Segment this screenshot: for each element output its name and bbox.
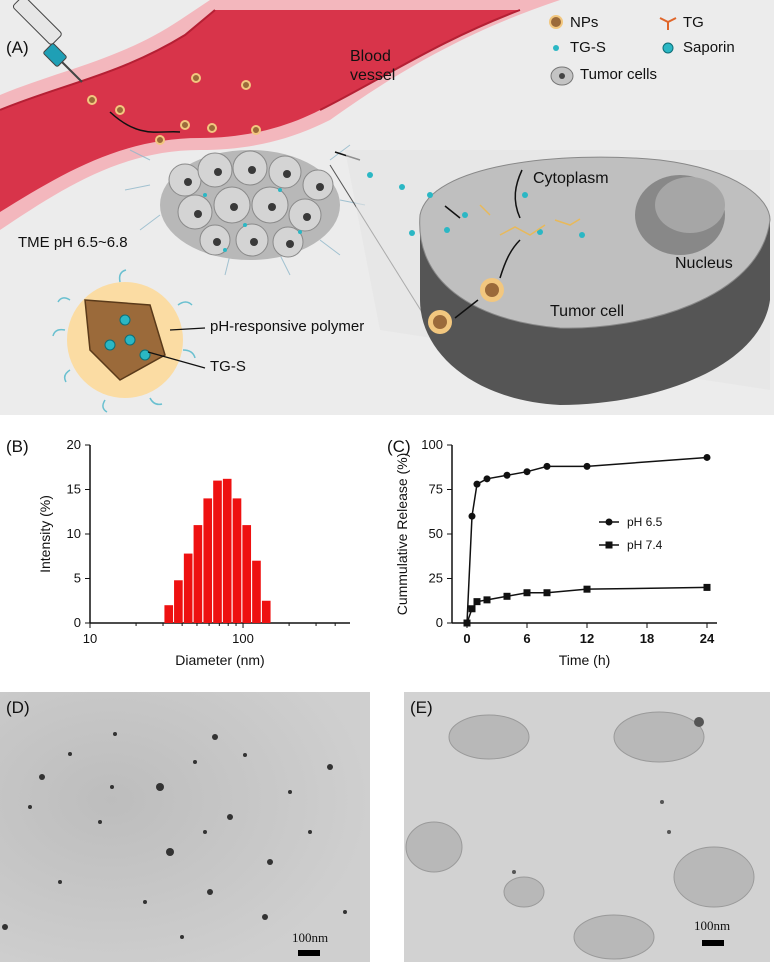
legend-label: pH 6.5: [627, 515, 663, 529]
tumor-mass: [124, 144, 366, 276]
y-tick-label: 25: [429, 571, 443, 586]
histogram-bar: [174, 580, 183, 623]
panel-c: (C) 0 25 50 75 100 0 6 12 18 24 pH 6.5 pH 7.4 Time (…: [387, 425, 774, 680]
x-tick-label: 12: [580, 631, 594, 646]
legend-marker: [605, 518, 613, 526]
label-tumor-cell: Tumor cell: [550, 303, 625, 320]
saporin-icon: [662, 42, 674, 54]
tumor-cell-cutaway: [367, 156, 771, 405]
x-tick-label: 24: [700, 631, 715, 646]
data-point: [503, 592, 511, 600]
tem-image-e: [404, 692, 770, 962]
x-tick-label: 10: [83, 631, 97, 646]
panel-label-d: (D): [6, 698, 30, 717]
blood-vessel: [0, 0, 560, 230]
y-tick-label: 15: [67, 482, 81, 497]
histogram-bar: [222, 478, 232, 623]
data-point: [543, 462, 551, 470]
series-line-2: [466, 586, 708, 624]
y-axis-label: Intensity (%): [37, 495, 53, 573]
panel-label-e: (E): [410, 698, 433, 717]
panel-label-c: (C): [387, 437, 411, 456]
x-tick-label: 100: [232, 631, 254, 646]
syringe-icon: [12, 0, 83, 83]
x-axis-label: Diameter (nm): [175, 652, 264, 668]
x-tick-label: 18: [640, 631, 654, 646]
scale-label-d: 100nm: [292, 930, 329, 945]
data-point: [463, 619, 471, 627]
y-tick-label: 100: [421, 437, 443, 452]
panel-d: (D) 100nm: [0, 692, 370, 962]
y-tick-label: 50: [429, 526, 443, 541]
data-point: [468, 512, 476, 520]
data-point: [468, 605, 476, 613]
scale-bar-e: [702, 940, 724, 946]
histogram-bar: [261, 600, 271, 623]
vessel-arrow: [109, 111, 181, 133]
legend-saporin: Saporin: [683, 39, 735, 56]
series-line-1: [466, 456, 708, 624]
label-np-tgs: TG-S: [210, 358, 246, 375]
data-point: [543, 589, 551, 597]
data-point: [483, 475, 491, 483]
legend-label: pH 7.4: [627, 538, 663, 552]
tem-image-d: [0, 692, 370, 962]
y-tick-label: 0: [436, 615, 443, 630]
np-icon: [549, 15, 563, 29]
y-tick-label: 5: [74, 571, 81, 586]
histogram-bar: [232, 498, 242, 623]
data-point: [523, 589, 531, 597]
legend-nps: NPs: [570, 14, 599, 31]
histogram-bar: [213, 480, 222, 623]
label-cytoplasm: Cytoplasm: [533, 170, 609, 187]
data-point: [473, 480, 481, 488]
size-distribution-chart: 0 5 10 15 20 10 100 Diameter (nm) Intensity (%): [37, 437, 350, 668]
scale-label-e: 100nm: [694, 918, 731, 933]
histogram-bar: [164, 605, 174, 623]
y-tick-label: 20: [67, 437, 81, 452]
tgs-icon: [553, 45, 559, 51]
nanoparticle-detail: [52, 269, 206, 413]
y-tick-label: 10: [67, 526, 81, 541]
histogram-bar: [242, 525, 252, 623]
legend-tg: TG: [683, 14, 704, 31]
data-point: [503, 471, 511, 479]
y-axis-label: Cummulative Release (%): [394, 453, 410, 616]
release-curve-chart: 0 25 50 75 100 0 6 12 18 24 pH 6.5 pH 7.4 Time (h) Cu…: [394, 437, 717, 668]
histogram-bar: [183, 553, 193, 623]
label-vessel: vessel: [350, 67, 396, 84]
data-point: [583, 585, 591, 593]
schematic-illustration: [0, 0, 771, 413]
data-point: [583, 462, 591, 470]
data-point: [473, 598, 481, 606]
data-point: [483, 596, 491, 604]
label-tme: TME pH 6.5~6.8: [18, 234, 128, 251]
panel-a: (A) NPs TG TG-S Saporin Tumor cells Bloo…: [0, 0, 774, 415]
scale-bar-d: [298, 950, 320, 956]
panel-label-a: (A): [6, 38, 29, 57]
legend-tgs: TG-S: [570, 39, 606, 56]
data-point: [703, 583, 711, 591]
label-blood: Blood: [350, 48, 391, 65]
histogram-bar: [193, 525, 203, 623]
histogram-bar: [203, 498, 213, 623]
data-point: [523, 468, 531, 476]
panel-b: (B) 0 5 10 15 20 10 100 Diameter (nm) Intensity …: [0, 425, 387, 680]
panel-label-b: (B): [6, 437, 29, 456]
y-tick-label: 0: [74, 615, 81, 630]
x-tick-label: 0: [463, 631, 470, 646]
legend-tumor-cells: Tumor cells: [580, 66, 657, 83]
legend-marker: [605, 541, 613, 549]
label-ph-polymer: pH-responsive polymer: [210, 318, 365, 335]
tg-icon: [659, 17, 677, 30]
label-nucleus: Nucleus: [675, 255, 733, 272]
x-axis-label: Time (h): [559, 652, 611, 668]
y-tick-label: 75: [429, 482, 443, 497]
data-point: [703, 453, 711, 461]
vessel-nanoparticles: [87, 73, 261, 145]
legend-icons: [549, 15, 677, 86]
x-tick-label: 6: [523, 631, 530, 646]
panel-e: (E) 100nm: [404, 692, 770, 962]
histogram-bar: [252, 560, 261, 623]
